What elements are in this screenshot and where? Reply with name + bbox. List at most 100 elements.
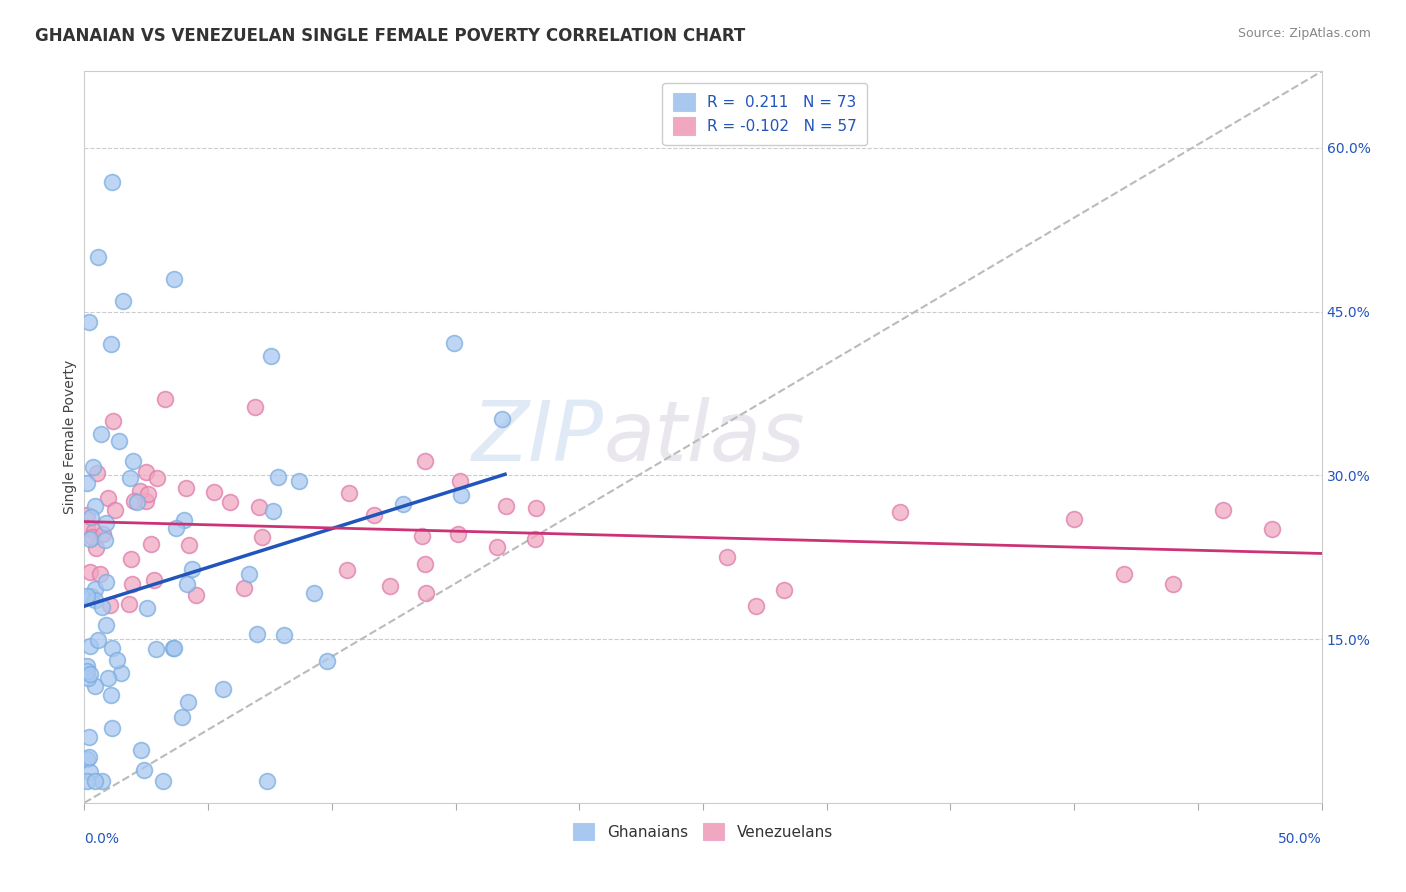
Point [101,414,124,428]
Point [162,641,184,656]
Point [337,485,360,500]
Point [77,671,100,685]
Point [152,774,174,789]
Point [79,315,101,329]
Point [184,588,207,602]
Point [96,575,118,590]
Point [252,530,274,544]
Point [1063,512,1085,526]
Point [153,392,176,406]
Point [76,752,98,766]
Point [83,582,105,597]
Point [80,590,103,604]
Point [1161,577,1184,591]
Point [89,566,111,581]
Point [94,618,117,632]
Point [100,688,122,702]
Point [256,774,278,789]
Point [135,466,157,480]
Point [163,641,186,656]
Point [122,454,145,468]
Point [179,538,201,552]
Point [79,764,101,779]
Point [129,743,152,757]
Point [139,537,162,551]
Point [172,710,194,724]
Point [96,516,118,530]
Point [118,597,141,611]
Point [243,400,266,414]
Point [273,628,295,642]
Point [413,454,436,468]
Y-axis label: Single Female Poverty: Single Female Poverty [63,360,77,514]
Point [415,586,437,600]
Point [121,577,143,591]
Point [77,750,100,764]
Point [83,524,105,538]
Point [146,471,169,485]
Point [76,476,98,491]
Text: 0.0%: 0.0% [84,832,120,846]
Point [118,471,141,485]
Point [100,640,122,655]
Point [82,460,104,475]
Point [524,501,547,516]
Text: GHANAIAN VS VENEZUELAN SINGLE FEMALE POVERTY CORRELATION CHART: GHANAIAN VS VENEZUELAN SINGLE FEMALE POV… [35,27,745,45]
Point [76,665,98,679]
Point [238,566,260,581]
Point [84,592,107,607]
Point [104,503,127,517]
Point [91,774,114,789]
Point [174,481,197,495]
Point [97,491,120,506]
Point [91,527,114,541]
Point [90,427,112,442]
Point [86,467,108,481]
Point [246,627,269,641]
Point [110,666,132,681]
Point [124,493,146,508]
Point [136,601,159,615]
Point [90,599,112,614]
Point [100,337,122,351]
Point [107,434,129,449]
Point [411,529,433,543]
Point [260,350,283,364]
Point [443,335,465,350]
Point [262,504,284,518]
Point [76,508,98,522]
Point [447,526,470,541]
Point [87,632,110,647]
Point [120,552,142,566]
Point [1261,522,1284,536]
Point [180,562,202,576]
Point [449,474,471,488]
Point [93,533,115,548]
Point [76,658,98,673]
Point [83,679,105,693]
Point [101,721,124,735]
Point [889,505,911,519]
Point [79,666,101,681]
Point [135,494,157,508]
Point [143,574,166,588]
Point [87,250,110,264]
Point [524,532,547,546]
Point [233,582,256,596]
Point [1212,503,1234,517]
Point [380,579,402,593]
Text: Source: ZipAtlas.com: Source: ZipAtlas.com [1237,27,1371,40]
Point [163,272,186,286]
Point [202,484,225,499]
Point [302,586,325,600]
Text: atlas: atlas [605,397,806,477]
Text: ZIP: ZIP [472,397,605,477]
Point [716,549,738,564]
Point [211,682,233,697]
Point [486,541,509,555]
Point [105,653,128,667]
Point [79,566,101,580]
Point [80,530,103,544]
Point [744,599,766,614]
Point [97,672,120,686]
